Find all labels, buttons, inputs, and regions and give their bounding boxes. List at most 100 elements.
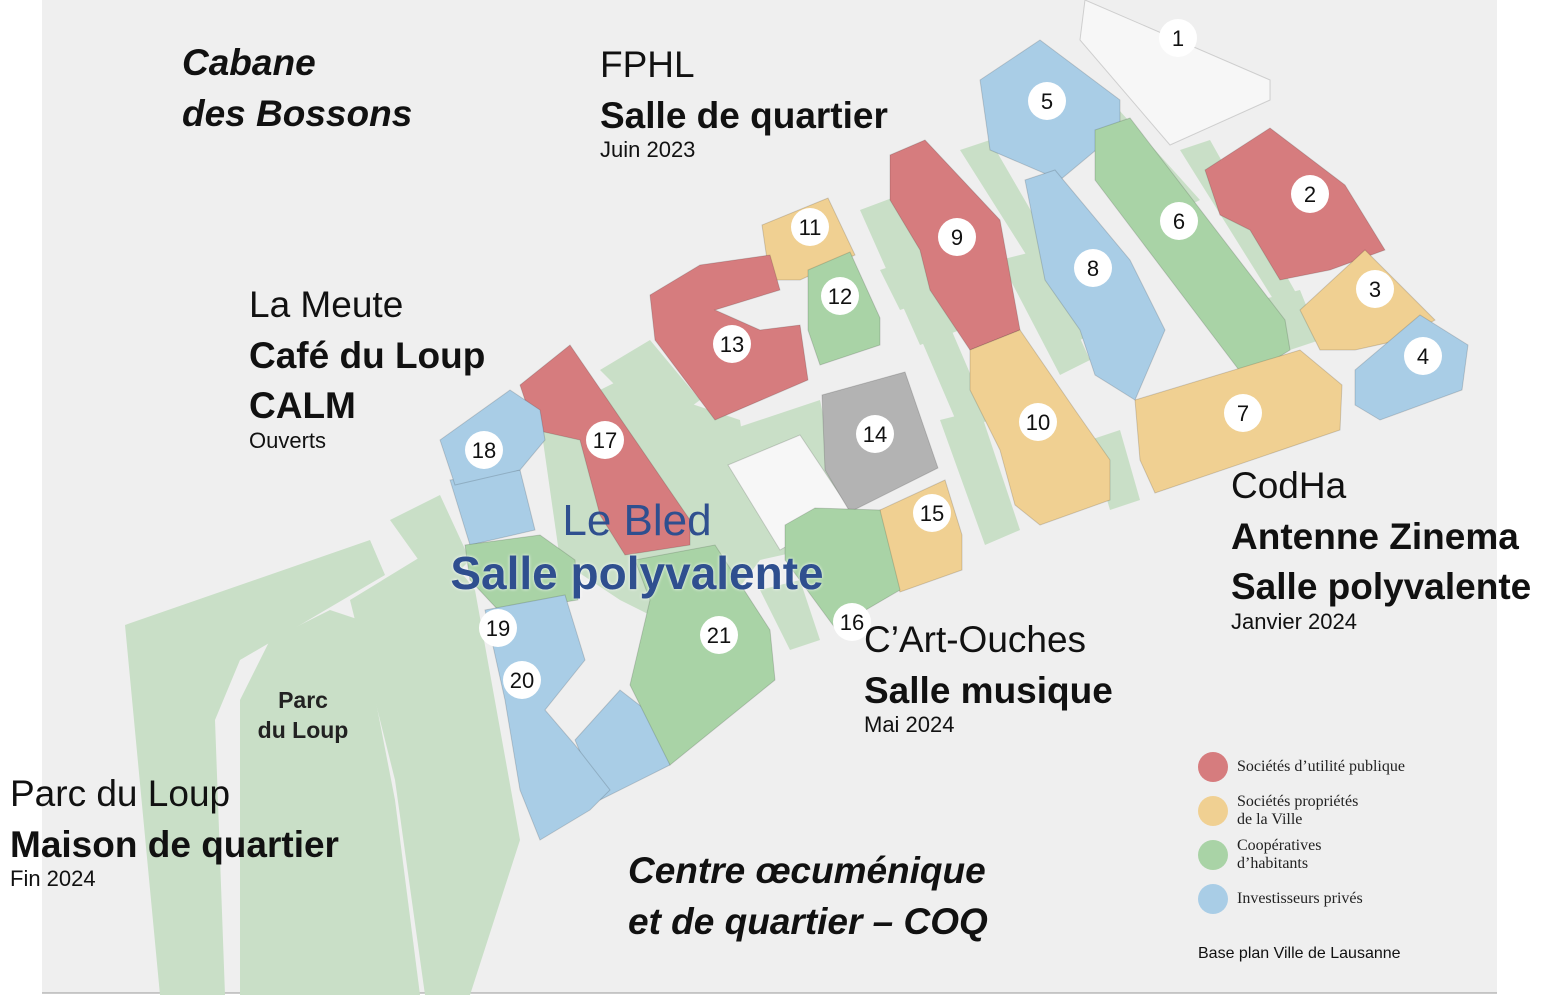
marker-number: 20 [510, 668, 534, 693]
marker-number: 19 [486, 616, 510, 641]
marker-number: 17 [593, 428, 617, 453]
legend-swatch [1198, 752, 1228, 782]
building-marker-20: 20 [503, 661, 541, 699]
building-marker-3: 3 [1356, 270, 1394, 308]
building-marker-13: 13 [713, 325, 751, 363]
bled-label: Le Bled Salle polyvalente [437, 496, 837, 599]
building-marker-12: 12 [821, 277, 859, 315]
marker-number: 12 [828, 284, 852, 309]
building-marker-18: 18 [465, 431, 503, 469]
meute-org: La Meute [249, 284, 404, 325]
marker-circle [791, 208, 829, 246]
marker-number: 18 [472, 438, 496, 463]
building-marker-4: 4 [1404, 337, 1442, 375]
parc-label: Parc du Loup Maison de quartier Fin 2024 [10, 773, 339, 891]
marker-circle [479, 609, 517, 647]
building-marker-1: 1 [1159, 19, 1197, 57]
building-marker-19: 19 [479, 609, 517, 647]
coq-line1: Centre œcuménique [628, 850, 986, 891]
codha-name1: Antenne Zinema [1231, 515, 1519, 557]
parc-date: Fin 2024 [10, 866, 96, 892]
marker-circle [856, 415, 894, 453]
marker-circle [913, 494, 951, 532]
marker-circle [1019, 403, 1057, 441]
building-marker-17: 17 [586, 421, 624, 459]
marker-circle [586, 421, 624, 459]
marker-number: 5 [1041, 89, 1053, 114]
legend-label: Sociétés d’utilité publique [1237, 758, 1405, 775]
marker-circle [465, 431, 503, 469]
cabane-label: Cabane des Bossons [182, 42, 412, 135]
green-spaces [125, 100, 1320, 995]
marker-circle [700, 616, 738, 654]
bled-name: Salle polyvalente [450, 546, 824, 599]
building-marker-14: 14 [856, 415, 894, 453]
marker-circle [938, 218, 976, 256]
meute-name2: CALM [249, 385, 356, 427]
building-21 [629, 544, 776, 766]
green-area [900, 280, 990, 430]
legend-item-public-utility: Sociétés d’utilité publique [1198, 748, 1405, 786]
building-19 [464, 534, 579, 613]
fphl-org: FPHL [600, 44, 695, 85]
legend-label: Sociétés propriétés de la Ville [1237, 793, 1359, 828]
marker-circle [1159, 19, 1197, 57]
marker-circle [1356, 270, 1394, 308]
marker-number: 9 [951, 225, 963, 250]
marker-circle [503, 661, 541, 699]
green-area [1260, 290, 1320, 350]
green-area [880, 260, 930, 310]
marker-circle [1404, 337, 1442, 375]
green-area [760, 580, 820, 650]
parc-org: Parc du Loup [10, 773, 231, 814]
building-marker-8: 8 [1074, 249, 1112, 287]
cart-label: C’Art-Ouches Salle musique Mai 2024 [864, 619, 1113, 737]
legend: Sociétés d’utilité publique Sociétés pro… [1198, 748, 1405, 924]
marker-number: 1 [1172, 26, 1184, 51]
meute-date: Ouverts [249, 427, 327, 453]
meute-name1: Café du Loup [249, 334, 486, 376]
parc-name: Maison de quartier [10, 823, 339, 865]
park-label-1: Parc [278, 687, 328, 713]
legend-item-cooperatives: Coopératives d’habitants [1198, 836, 1405, 874]
marker-circle [1028, 82, 1066, 120]
building-1 [1079, 0, 1271, 146]
building-marker-16: 16 [833, 603, 871, 641]
coq-label: Centre œcuménique et de quartier – COQ [628, 850, 988, 943]
codha-org: CodHa [1231, 465, 1347, 506]
legend-swatch [1198, 840, 1228, 870]
marker-number: 6 [1173, 209, 1185, 234]
marker-number: 10 [1026, 410, 1050, 435]
marker-circle [1160, 202, 1198, 240]
legend-label: Investisseurs privés [1237, 890, 1363, 907]
marker-circle [713, 325, 751, 363]
map-credit: Base plan Ville de Lausanne [1198, 945, 1401, 962]
building-marker-6: 6 [1160, 202, 1198, 240]
marker-circle [1291, 175, 1329, 213]
cabane-line2: des Bossons [182, 92, 413, 134]
marker-number: 11 [799, 215, 822, 240]
green-area [390, 495, 470, 590]
green-area [350, 545, 520, 995]
marker-number: 4 [1417, 344, 1429, 369]
marker-number: 15 [920, 501, 944, 526]
marker-number: 3 [1369, 277, 1381, 302]
fphl-date: Juin 2023 [600, 137, 696, 163]
legend-swatch [1198, 884, 1228, 914]
building-20 [484, 594, 611, 841]
marker-number: 8 [1087, 256, 1099, 281]
building-16 [784, 507, 901, 629]
marker-number: 7 [1237, 401, 1249, 426]
legend-item-city-owned: Sociétés propriétés de la Ville [1198, 792, 1405, 830]
marker-number: 2 [1304, 182, 1316, 207]
fphl-name: Salle de quartier [600, 94, 888, 136]
marker-number: 14 [863, 422, 887, 447]
cart-org: C’Art-Ouches [864, 619, 1087, 660]
codha-name2: Salle polyvalente [1231, 566, 1532, 608]
legend-item-private: Investisseurs privés [1198, 880, 1405, 918]
meute-label: La Meute Café du Loup CALM Ouverts [249, 284, 485, 453]
green-area [600, 340, 700, 430]
green-area [240, 610, 420, 995]
